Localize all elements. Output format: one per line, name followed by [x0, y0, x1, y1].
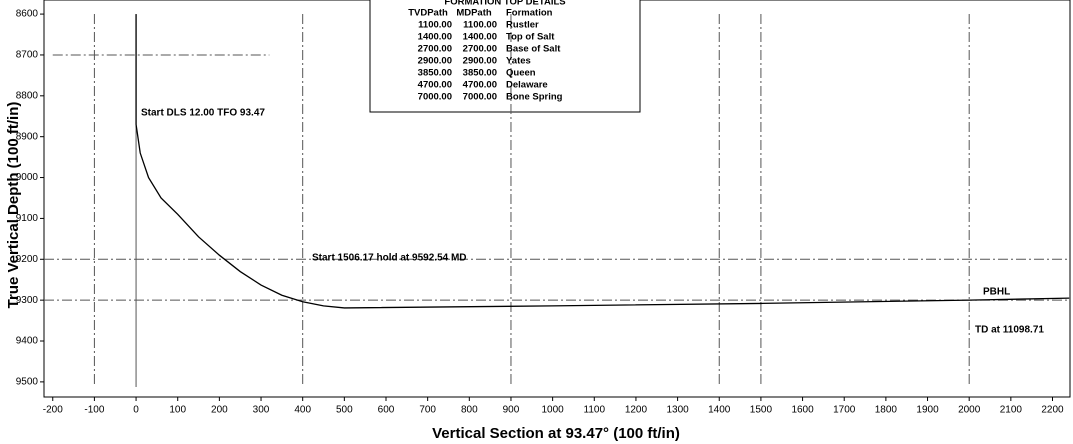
- table-cell: Queen: [506, 68, 536, 79]
- y-axis-title: True Vertical Depth (100 ft/in): [5, 102, 22, 309]
- y-tick-label: 8700: [16, 50, 39, 61]
- x-tick-label: 1200: [625, 405, 648, 416]
- x-tick-label: 2100: [1000, 405, 1023, 416]
- x-tick-label: 2000: [958, 405, 981, 416]
- table-cell: 1100.00: [418, 20, 452, 31]
- table-box: [369, 0, 641, 113]
- table-cell: 2900.00: [418, 56, 452, 67]
- table-title: FORMATION TOP DETAILS: [444, 0, 565, 8]
- x-tick-label: 1300: [666, 405, 689, 416]
- table-cell: 1400.00: [418, 32, 452, 43]
- table-cell: Yates: [506, 56, 531, 67]
- annotation: PBHL: [983, 287, 1010, 298]
- table-cell: 2900.00: [463, 56, 497, 67]
- x-axis-title: Vertical Section at 93.47° (100 ft/in): [432, 425, 680, 442]
- table-cell: 3850.00: [418, 68, 452, 79]
- x-tick-label: 1500: [750, 405, 773, 416]
- y-tick-label: 9300: [16, 295, 39, 306]
- well-path: [135, 14, 1070, 309]
- annotation-bg: [310, 251, 311, 252]
- x-tick-label: 1100: [584, 405, 606, 416]
- x-tick-label: 800: [461, 405, 478, 416]
- x-tick-label: 1600: [791, 405, 814, 416]
- table-cell: 1100.00: [463, 20, 497, 31]
- x-tick-label: 300: [253, 405, 270, 416]
- y-tick-label: 8800: [16, 90, 39, 101]
- x-tick-label: 500: [336, 405, 353, 416]
- x-tick-label: 1800: [875, 405, 898, 416]
- table-cell: 7000.00: [418, 92, 452, 103]
- table-cell: Delaware: [506, 80, 548, 91]
- annotation: Start DLS 12.00 TFO 93.47: [141, 108, 265, 119]
- table-header: TVDPath: [408, 8, 448, 19]
- table-cell: Rustler: [506, 20, 539, 31]
- plot-frame: [43, 0, 1071, 398]
- x-tick-label: 1400: [708, 405, 731, 416]
- table-header: Formation: [506, 8, 553, 19]
- annotation-bg: [981, 285, 982, 286]
- x-tick-label: -100: [84, 405, 104, 416]
- annotation-bg: [139, 106, 140, 107]
- x-tick-label: 0: [133, 405, 139, 416]
- y-tick-label: 9400: [16, 336, 39, 347]
- y-tick-label: 8900: [16, 131, 39, 142]
- annotation: TD at 11098.71: [975, 325, 1044, 336]
- table-cell: 4700.00: [463, 80, 497, 91]
- table-cell: Base of Salt: [506, 44, 561, 55]
- y-tick-label: 9000: [16, 172, 39, 183]
- y-tick-label: 9100: [16, 213, 39, 224]
- x-tick-label: 400: [294, 405, 311, 416]
- table-cell: 2700.00: [463, 44, 497, 55]
- x-tick-label: 900: [503, 405, 520, 416]
- y-tick-label: 8600: [16, 9, 39, 20]
- x-tick-label: 100: [169, 405, 186, 416]
- x-tick-label: 1000: [542, 405, 565, 416]
- x-tick-label: 2200: [1041, 405, 1064, 416]
- table-cell: 7000.00: [463, 92, 497, 103]
- x-tick-label: 600: [378, 405, 395, 416]
- annotation-bg: [973, 323, 974, 324]
- table-cell: 1400.00: [463, 32, 497, 43]
- x-tick-label: 1900: [916, 405, 939, 416]
- table-cell: Top of Salt: [506, 32, 555, 43]
- y-tick-label: 9200: [16, 254, 39, 265]
- x-tick-label: 1700: [833, 405, 856, 416]
- table-cell: 2700.00: [418, 44, 452, 55]
- y-tick-label: 9500: [16, 377, 39, 388]
- table-cell: 3850.00: [463, 68, 497, 79]
- x-tick-label: 200: [211, 405, 228, 416]
- table-header: MDPath: [456, 8, 492, 19]
- x-tick-label: -200: [43, 405, 63, 416]
- table-cell: 4700.00: [418, 80, 452, 91]
- annotation: Start 1506.17 hold at 9592.54 MD: [312, 253, 467, 264]
- x-tick-label: 700: [419, 405, 436, 416]
- table-cell: Bone Spring: [506, 92, 563, 103]
